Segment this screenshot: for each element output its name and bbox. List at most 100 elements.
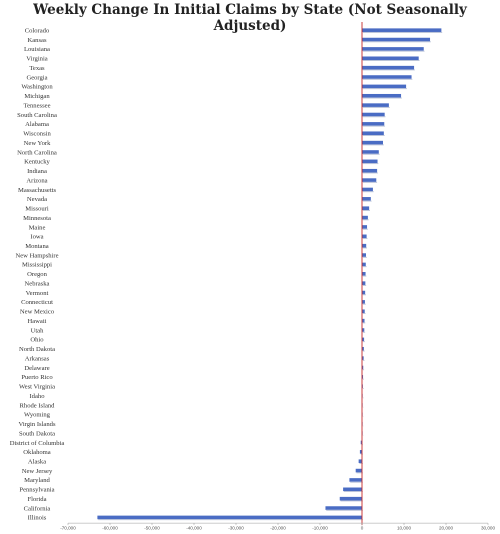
bar-shadow [362, 238, 368, 240]
bar [362, 272, 366, 276]
bar-shadow [340, 500, 363, 502]
bar-shadow [362, 78, 413, 80]
bar [362, 375, 364, 379]
bar [362, 131, 384, 136]
bar-shadow [362, 153, 380, 155]
category-label: Rhode Island [20, 402, 56, 409]
bar [362, 215, 368, 220]
bar-shadow [362, 116, 386, 118]
x-tick-label: -50,000 [144, 526, 160, 531]
chart-title: Weekly Change In Initial Claims by State… [33, 2, 467, 34]
bar-shadow [362, 284, 367, 286]
x-tick-label: 10,000 [397, 526, 411, 531]
x-tick-label: 0 [361, 526, 364, 531]
bar [343, 487, 362, 492]
bar [362, 281, 366, 285]
bar-shadow [362, 125, 386, 127]
bar-shadow [362, 88, 407, 90]
bar-shadow [362, 266, 367, 268]
bar-shadow [362, 210, 370, 211]
bar-shadow [362, 397, 364, 399]
bar [362, 243, 367, 248]
category-label: California [24, 505, 51, 512]
category-label: Mississippi [22, 262, 52, 269]
category-label: Arizona [26, 177, 47, 184]
category-label: New Mexico [20, 309, 55, 316]
category-label: Virginia [26, 56, 48, 63]
category-label: South Carolina [17, 112, 57, 119]
bar-shadow [362, 106, 390, 108]
bar [339, 496, 362, 501]
bar-shadow [362, 228, 368, 230]
category-label: South Dakota [19, 430, 55, 437]
category-label: New Jersey [22, 468, 53, 475]
x-tick-label: -60,000 [102, 526, 118, 531]
bar [362, 253, 366, 257]
bar-shadow [362, 388, 364, 389]
bar-shadow [362, 219, 369, 221]
bar [360, 440, 362, 445]
category-label: Arkansas [25, 355, 50, 362]
bar [362, 28, 442, 32]
x-tick-label: -30,000 [228, 526, 244, 531]
bar [359, 450, 362, 454]
bar [362, 318, 365, 323]
category-label: Utah [31, 327, 45, 334]
category-label: New Hampshire [15, 252, 58, 259]
bar-shadow [362, 294, 366, 296]
x-tick-label: -10,000 [312, 526, 328, 531]
x-tick-label: -20,000 [270, 526, 286, 531]
bar-shadow [362, 350, 365, 352]
bar-shadow [350, 481, 363, 483]
bar-shadow [362, 50, 425, 52]
bar [362, 187, 373, 192]
bar [362, 356, 364, 360]
x-tick-label: -40,000 [186, 526, 202, 531]
bar [362, 122, 385, 126]
category-label: Florida [27, 496, 46, 503]
bar [362, 159, 378, 164]
category-label: Louisiana [24, 46, 50, 53]
bar-shadow [362, 359, 365, 361]
category-label: West Virginia [19, 384, 55, 391]
category-label: Massachusetts [18, 187, 57, 194]
category-label: Tennessee [24, 102, 51, 109]
category-label: Kansas [27, 37, 46, 44]
bar [362, 150, 379, 154]
category-label: Montana [25, 243, 49, 250]
bar-shadow [356, 472, 363, 474]
bar-shadow [98, 519, 363, 521]
category-label: Michigan [24, 93, 50, 100]
bar [362, 365, 364, 370]
category-label: Oklahoma [23, 449, 51, 456]
category-label: Nevada [27, 196, 47, 203]
category-label: North Dakota [19, 346, 55, 353]
bar-shadow [362, 191, 374, 193]
bar-shadow [359, 463, 363, 464]
bar-shadow [362, 378, 364, 380]
bar [362, 168, 378, 173]
bar [362, 337, 365, 342]
bar [362, 75, 412, 79]
bar [325, 506, 362, 510]
bar-shadow [362, 41, 431, 43]
bar [97, 515, 363, 520]
category-label: Wisconsin [23, 131, 51, 138]
bar [362, 290, 366, 295]
bar [362, 309, 365, 314]
bar-shadow [362, 200, 372, 202]
bar-shadow [362, 331, 366, 333]
category-label: Connecticut [21, 299, 53, 306]
x-tick-label: -70,000 [60, 526, 76, 531]
category-label: Colorado [25, 27, 50, 34]
bar [362, 328, 365, 332]
bar-shadow [362, 275, 367, 277]
bar-shadow [362, 341, 365, 343]
x-tick-label: 20,000 [439, 526, 453, 531]
bar-shadow [362, 31, 443, 33]
bar [362, 103, 389, 107]
category-label: Kentucky [24, 159, 50, 166]
bar [362, 234, 367, 239]
bar [362, 178, 377, 182]
bar [362, 262, 366, 267]
